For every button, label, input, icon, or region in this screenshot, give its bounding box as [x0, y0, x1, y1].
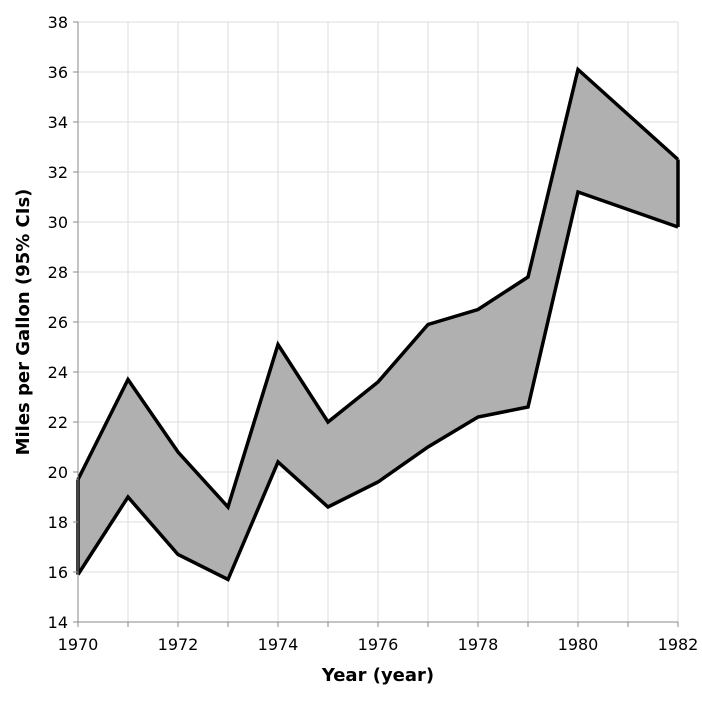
y-axis-ticks: 14 16 18 20 22 24 26 28 30 32 34 36 38: [48, 13, 78, 632]
y-tick-label: 20: [48, 463, 68, 482]
y-tick-label: 22: [48, 413, 68, 432]
x-tick-label: 1972: [158, 635, 199, 654]
y-tick-label: 32: [48, 163, 68, 182]
y-tick-label: 30: [48, 213, 68, 232]
x-tick-label: 1978: [458, 635, 499, 654]
x-tick-label: 1976: [358, 635, 399, 654]
y-tick-label: 28: [48, 263, 68, 282]
upper-bound-line: [76, 66, 680, 511]
y-axis-title: Miles per Gallon (95% CIs): [13, 189, 34, 456]
x-tick-label: 1970: [58, 635, 99, 654]
band-area: [78, 69, 678, 580]
y-tick-label: 38: [48, 13, 68, 32]
x-tick-label: 1980: [558, 635, 599, 654]
y-tick-label: 34: [48, 113, 68, 132]
y-tick-label: 36: [48, 63, 68, 82]
y-tick-label: 26: [48, 313, 68, 332]
y-tick-label: 24: [48, 363, 68, 382]
lower-bound-line: [76, 189, 679, 582]
y-tick-label: 18: [48, 513, 68, 532]
x-tick-label: 1974: [258, 635, 299, 654]
x-tick-label: 1982: [658, 635, 699, 654]
y-tick-label: 14: [48, 613, 68, 632]
y-tick-label: 16: [48, 563, 68, 582]
x-axis-ticks: 1970 1972 1974 1976 1978 1980 1982: [58, 622, 699, 654]
x-axis-title: Year (year): [321, 665, 434, 686]
